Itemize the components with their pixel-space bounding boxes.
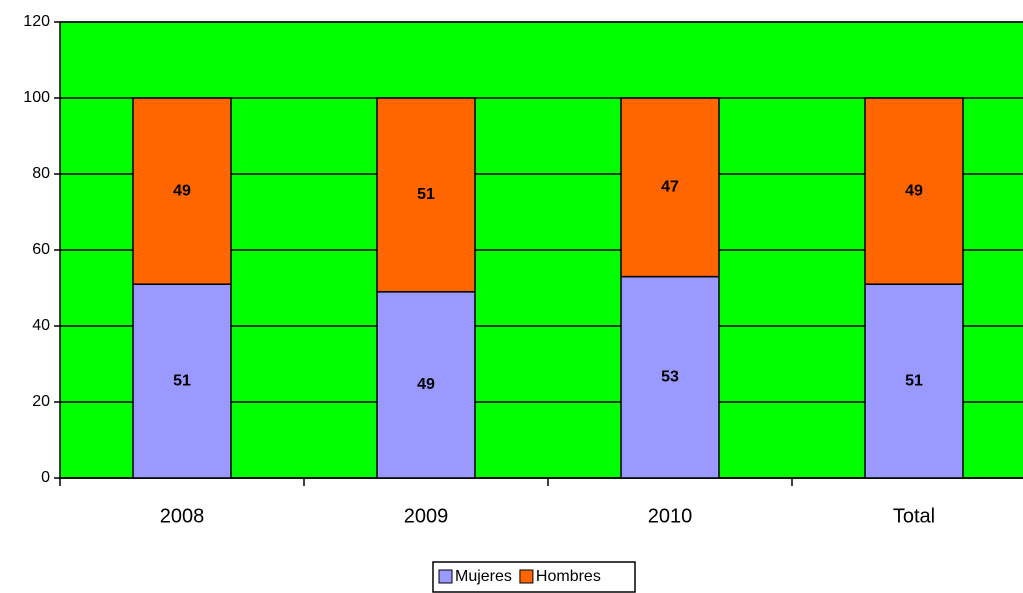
legend-swatch bbox=[438, 569, 453, 584]
legend-label: Hombres bbox=[536, 568, 601, 585]
x-tick-label: 2010 bbox=[648, 505, 693, 527]
y-tick-label: 40 bbox=[32, 317, 50, 334]
legend-swatch bbox=[519, 569, 534, 584]
y-tick-label: 120 bbox=[23, 13, 50, 30]
y-tick-label: 80 bbox=[32, 165, 50, 182]
data-label: 49 bbox=[905, 182, 923, 199]
x-tick-label: Total bbox=[893, 505, 935, 527]
legend-label: Mujeres bbox=[455, 568, 512, 585]
x-tick-label: 2009 bbox=[404, 505, 449, 527]
bar-segment bbox=[620, 275, 720, 479]
data-label: 49 bbox=[173, 182, 191, 199]
data-label: 51 bbox=[905, 372, 923, 389]
bar-segment bbox=[376, 97, 476, 293]
x-tick-label: 2008 bbox=[160, 505, 205, 527]
data-label: 51 bbox=[173, 372, 191, 389]
data-label: 47 bbox=[661, 179, 679, 196]
data-label: 49 bbox=[417, 376, 435, 393]
bar-segment bbox=[864, 97, 964, 285]
y-tick-label: 100 bbox=[23, 89, 50, 106]
y-tick-label: 20 bbox=[32, 393, 50, 410]
legend-box bbox=[432, 561, 636, 593]
bar-segment bbox=[620, 97, 720, 278]
y-tick-label: 0 bbox=[41, 469, 50, 486]
bar-segment bbox=[132, 97, 232, 285]
data-label: 51 bbox=[417, 186, 435, 203]
bar-segment bbox=[376, 291, 476, 479]
bar-segment bbox=[864, 283, 964, 479]
bar-segment bbox=[132, 283, 232, 479]
y-tick-label: 60 bbox=[32, 241, 50, 258]
data-label: 53 bbox=[661, 369, 679, 386]
